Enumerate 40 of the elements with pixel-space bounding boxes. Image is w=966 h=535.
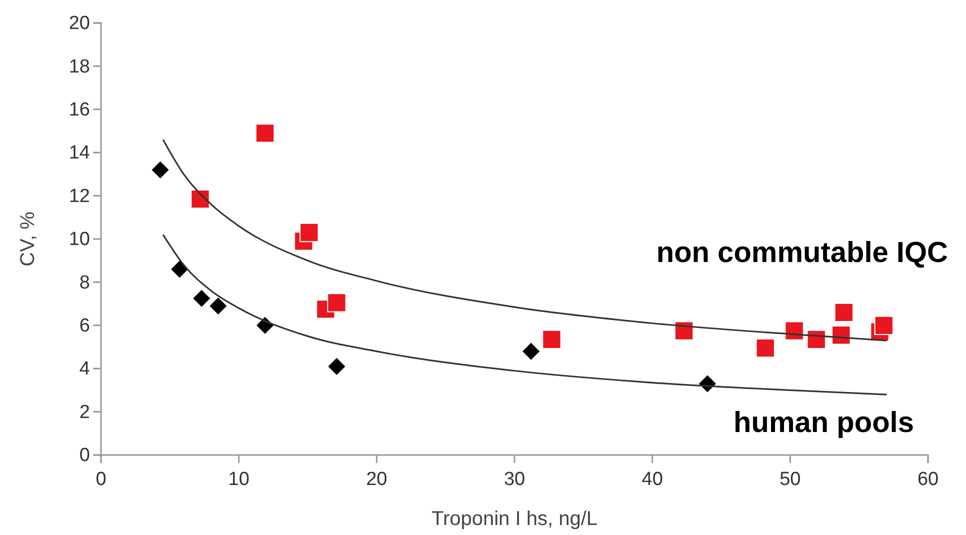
point bbox=[326, 356, 346, 376]
point bbox=[521, 342, 541, 362]
series-label: non commutable IQC bbox=[656, 237, 948, 269]
point bbox=[255, 124, 275, 143]
y-tick-label: 4 bbox=[79, 358, 90, 380]
y-tick-label: 2 bbox=[79, 402, 90, 423]
x-axis-title: Troponin I hs, ng/L bbox=[431, 508, 598, 530]
line-series bbox=[162, 138, 888, 342]
y-tick-label: 12 bbox=[68, 186, 90, 207]
series-label: human pools bbox=[734, 407, 914, 439]
point bbox=[208, 296, 228, 316]
y-tick-label: 0 bbox=[79, 445, 90, 466]
y-tick-label: 8 bbox=[79, 272, 90, 294]
y-tick-label: 20 bbox=[68, 13, 90, 34]
x-tick-label: 60 bbox=[917, 469, 939, 490]
x-tick-label: 30 bbox=[504, 469, 526, 490]
x-tick-label: 0 bbox=[96, 469, 106, 490]
point bbox=[834, 302, 854, 322]
point bbox=[542, 330, 562, 350]
y-tick-label: 6 bbox=[79, 315, 90, 336]
y-tick-label: 16 bbox=[68, 99, 90, 120]
point bbox=[832, 326, 851, 345]
x-tick-label: 20 bbox=[366, 469, 388, 490]
y-tick-label: 10 bbox=[68, 229, 90, 250]
point bbox=[674, 321, 694, 340]
point bbox=[150, 160, 170, 180]
line-series bbox=[162, 234, 888, 396]
x-tick-label: 10 bbox=[228, 469, 250, 490]
point bbox=[327, 293, 346, 312]
y-tick-label: 14 bbox=[68, 142, 90, 164]
point bbox=[874, 316, 894, 335]
x-tick-label: 50 bbox=[780, 469, 801, 490]
point bbox=[190, 189, 210, 209]
point bbox=[192, 288, 212, 308]
point bbox=[756, 338, 775, 358]
y-axis-title: CV, % bbox=[17, 211, 39, 266]
point bbox=[300, 222, 319, 242]
x-tick-label: 40 bbox=[642, 469, 663, 490]
point bbox=[784, 321, 804, 340]
y-tick-label: 18 bbox=[68, 56, 90, 78]
